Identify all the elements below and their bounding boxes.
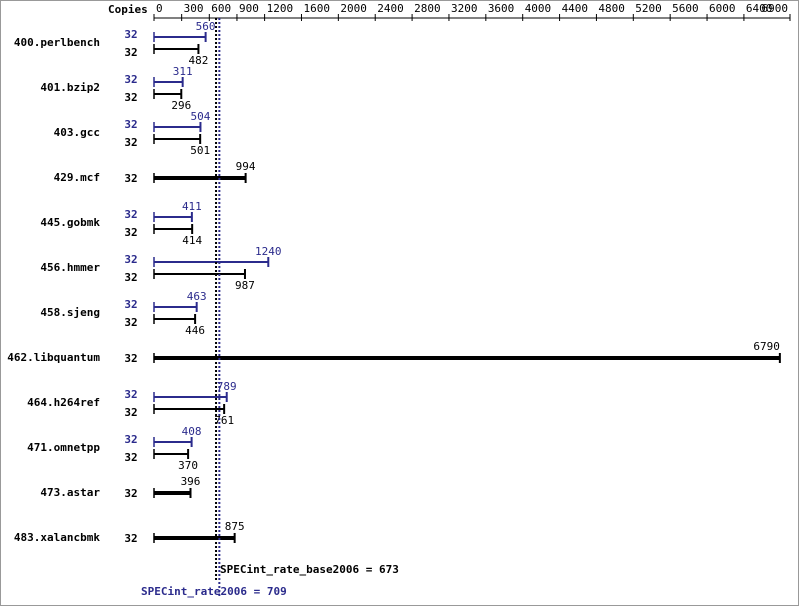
bar (153, 353, 781, 363)
bar (153, 404, 226, 414)
copies: 32 (124, 271, 137, 284)
copies: 32 (124, 433, 137, 446)
x-tick-label: 300 (184, 2, 204, 15)
bar (153, 314, 197, 324)
category-label b: 473.astar (40, 486, 100, 499)
category-label b: 445.gobmk (40, 216, 100, 229)
copies-header: Copies (108, 3, 148, 16)
x-tick-label: 6900 (762, 2, 789, 15)
value-label: 501 (190, 144, 210, 157)
x-tick-label: 1200 (267, 2, 294, 15)
bar (153, 302, 198, 312)
x-tick-label: 4800 (598, 2, 625, 15)
category-label b: 429.mcf (54, 171, 100, 184)
x-tick-label: 6000 (709, 2, 736, 15)
copies: 32 (124, 298, 137, 311)
value-label: 6790 (753, 340, 780, 353)
copies: 32 (124, 532, 137, 545)
copies: 32 (124, 226, 137, 239)
copies: 32 (124, 388, 137, 401)
copies: 32 (124, 46, 137, 59)
bar (153, 224, 194, 234)
value-label: 446 (185, 324, 205, 337)
x-tick-label: 2000 (340, 2, 367, 15)
x-tick-label: 4400 (562, 2, 589, 15)
x-tick-label: 2800 (414, 2, 441, 15)
x-tick-label: 5200 (635, 2, 662, 15)
value-label: 987 (235, 279, 255, 292)
value-label: 463 (187, 290, 207, 303)
bar (153, 533, 236, 543)
bar (153, 257, 270, 267)
value-label: 370 (178, 459, 198, 472)
copies: 32 (124, 406, 137, 419)
category-label b: 403.gcc (54, 126, 100, 139)
copies: 32 (124, 91, 137, 104)
value-label: 1240 (255, 245, 282, 258)
value-label: 311 (173, 65, 193, 78)
copies: 32 (124, 28, 137, 41)
value-label: 560 (196, 20, 216, 33)
category-label b: 464.h264ref (27, 396, 100, 409)
value-label: 408 (182, 425, 202, 438)
category-label b: 462.libquantum (7, 351, 100, 364)
category-label b: 471.omnetpp (27, 441, 100, 454)
bar (153, 44, 200, 54)
x-tick-label: 600 (211, 2, 231, 15)
bar (153, 437, 193, 447)
bar (153, 89, 183, 99)
category-label b: 456.hmmer (40, 261, 100, 274)
x-tick-label: 3600 (488, 2, 514, 15)
bar (153, 212, 193, 222)
value-label: 482 (188, 54, 208, 67)
value-label: 396 (181, 475, 201, 488)
bar (153, 77, 184, 87)
copies: 32 (124, 487, 137, 500)
value-label: 411 (182, 200, 202, 213)
copies: 32 (124, 172, 137, 185)
bar (153, 32, 207, 42)
value-label: 504 (191, 110, 211, 123)
value-label: 994 (236, 160, 256, 173)
x-tick-label: 900 (239, 2, 259, 15)
value-label: 875 (225, 520, 245, 533)
category-label b: 458.sjeng (40, 306, 100, 319)
copies: 32 (124, 208, 137, 221)
category-label b: 483.xalancbmk (14, 531, 100, 544)
copies: 32 (124, 136, 137, 149)
copies: 32 (124, 352, 137, 365)
copies: 32 (124, 118, 137, 131)
bar (153, 173, 247, 183)
category-label b: 401.bzip2 (40, 81, 100, 94)
bar (153, 269, 246, 279)
category-label b: 400.perlbench (14, 36, 100, 49)
bar (153, 488, 192, 498)
x-tick-label: 2400 (377, 2, 404, 15)
copies: 32 (124, 316, 137, 329)
copies: 32 (124, 451, 137, 464)
reference-label: SPECint_rate_base2006 = 673 (220, 563, 399, 576)
x-tick-label: 0 (156, 2, 163, 15)
bar (153, 134, 202, 144)
bar (153, 449, 190, 459)
x-tick-label: 3200 (451, 2, 478, 15)
value-label: 789 (217, 380, 237, 393)
bar (153, 392, 228, 402)
x-tick-label: 1600 (303, 2, 330, 15)
value-label: 296 (171, 99, 191, 112)
reference-label: SPECint_rate2006 = 709 (141, 585, 287, 598)
bar (153, 122, 202, 132)
x-tick-label: 5600 (672, 2, 699, 15)
copies: 32 (124, 73, 137, 86)
value-label: 414 (182, 234, 202, 247)
copies: 32 (124, 253, 137, 266)
x-tick-label: 4000 (525, 2, 552, 15)
value-label: 761 (214, 414, 234, 427)
x-tick-label: 6400 (746, 2, 773, 15)
